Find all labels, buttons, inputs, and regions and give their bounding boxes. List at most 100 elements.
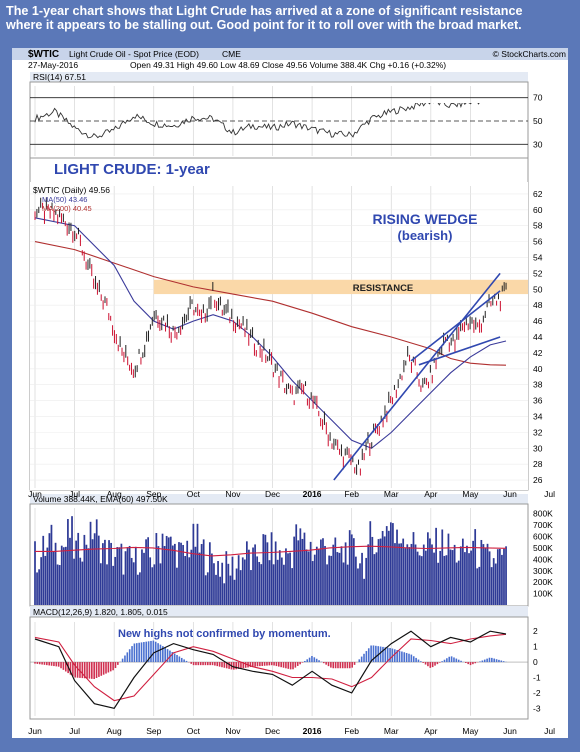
month-tick-label: Nov (225, 489, 241, 499)
volume-tick-label: 200K (533, 577, 553, 587)
volume-bar (305, 549, 308, 605)
volume-legend-bar (30, 494, 528, 504)
macd-histogram-bar (176, 654, 178, 663)
volume-bar (470, 550, 472, 605)
wedge-annotation-line1: RISING WEDGE (372, 211, 477, 227)
volume-bar (169, 536, 172, 605)
macd-histogram-bar (322, 662, 325, 664)
macd-histogram-bar (498, 659, 500, 663)
volume-bar (194, 546, 197, 605)
volume-bar (367, 544, 370, 605)
macd-histogram-bar (469, 662, 472, 666)
volume-tick-label: 500K (533, 543, 553, 553)
macd-histogram-bar (313, 657, 316, 663)
volume-bar (348, 530, 351, 605)
volume-bar (379, 538, 382, 605)
ma50-legend: MA(50) 43.46 (42, 195, 87, 204)
volume-bar (223, 583, 226, 605)
volume-bar (54, 542, 57, 605)
volume-bar (206, 572, 209, 605)
volume-bar (499, 548, 501, 605)
macd-histogram-bar (344, 662, 346, 669)
volume-bar (159, 563, 162, 605)
volume-bar (422, 544, 425, 605)
volume-bar (396, 529, 398, 605)
volume-bar (492, 558, 495, 605)
volume-bar (383, 536, 386, 605)
macd-histogram-bar (296, 662, 299, 666)
volume-bar (104, 539, 106, 605)
macd-histogram-bar (270, 662, 273, 666)
macd-histogram-bar (285, 662, 287, 669)
volume-bar (392, 523, 394, 605)
volume-bar (278, 550, 281, 605)
exchange-label: CME (222, 49, 241, 59)
resistance-zone (153, 279, 528, 295)
volume-bar (254, 544, 256, 605)
month-tick-label: Jul (69, 489, 80, 499)
macd-histogram-bar (460, 660, 462, 663)
volume-bar (400, 543, 403, 605)
macd-histogram-bar (218, 662, 221, 667)
price-tick-label: 50 (533, 284, 543, 294)
volume-bar (83, 534, 86, 605)
macd-histogram-bar (427, 662, 429, 667)
volume-bar (229, 575, 232, 605)
volume-bar (102, 543, 104, 605)
month-tick-label: Apr (424, 726, 437, 736)
volume-bar (99, 563, 102, 605)
macd-histogram-bar (242, 662, 245, 669)
month-tick-label: Jul (544, 726, 555, 736)
price-tick-label: 38 (533, 380, 543, 390)
macd-histogram-bar (479, 661, 481, 663)
volume-bar (375, 552, 378, 605)
volume-tick-label: 700K (533, 520, 553, 530)
volume-bar (414, 544, 417, 605)
month-tick-label: Jun (28, 489, 42, 499)
volume-bar (108, 540, 110, 605)
volume-bar (274, 541, 277, 605)
price-tick-label: 26 (533, 475, 543, 485)
macd-histogram-bar (88, 662, 91, 679)
month-tick-label: Nov (225, 726, 241, 736)
volume-bar (355, 556, 357, 605)
price-tick-label: 46 (533, 316, 543, 326)
macd-histogram-bar (334, 662, 337, 669)
volume-bar (283, 564, 285, 605)
caption: The 1-year chart shows that Light Crude … (6, 4, 576, 32)
macd-histogram-bar (86, 662, 88, 679)
macd-histogram-bar (379, 646, 382, 663)
volume-bar (97, 535, 100, 605)
volume-bar (486, 543, 489, 605)
volume-bar (385, 526, 388, 605)
volume-bar (408, 547, 411, 605)
volume-bar (359, 563, 361, 605)
macd-histogram-bar (105, 662, 107, 674)
month-tick-label: Aug (107, 726, 122, 736)
volume-bar (315, 546, 318, 605)
volume-bar (365, 557, 368, 605)
volume-bar (480, 539, 483, 605)
volume-legend: Volume 388.44K, EMA(60) 497.50K (33, 494, 168, 504)
volume-bar (416, 551, 419, 605)
macd-histogram-bar (140, 642, 143, 663)
volume-bar (235, 568, 238, 605)
macd-histogram-bar (228, 662, 230, 669)
volume-bar (182, 544, 184, 605)
volume-bar (459, 546, 462, 605)
price-tick-label: 40 (533, 364, 543, 374)
macd-histogram-bar (216, 662, 219, 667)
macd-histogram-bar (93, 662, 95, 680)
volume-bar (344, 542, 347, 605)
macd-histogram-bar (341, 662, 344, 669)
macd-histogram-bar (53, 662, 55, 667)
volume-tick-label: 300K (533, 566, 553, 576)
macd-histogram-bar (95, 662, 98, 679)
month-tick-label: 2016 (303, 726, 322, 736)
price-tick-label: 52 (533, 268, 543, 278)
month-tick-label: Jun (28, 726, 42, 736)
volume-bar (449, 549, 452, 605)
macd-histogram-bar (415, 657, 417, 663)
volume-bar (295, 524, 298, 605)
volume-bar (439, 550, 442, 605)
